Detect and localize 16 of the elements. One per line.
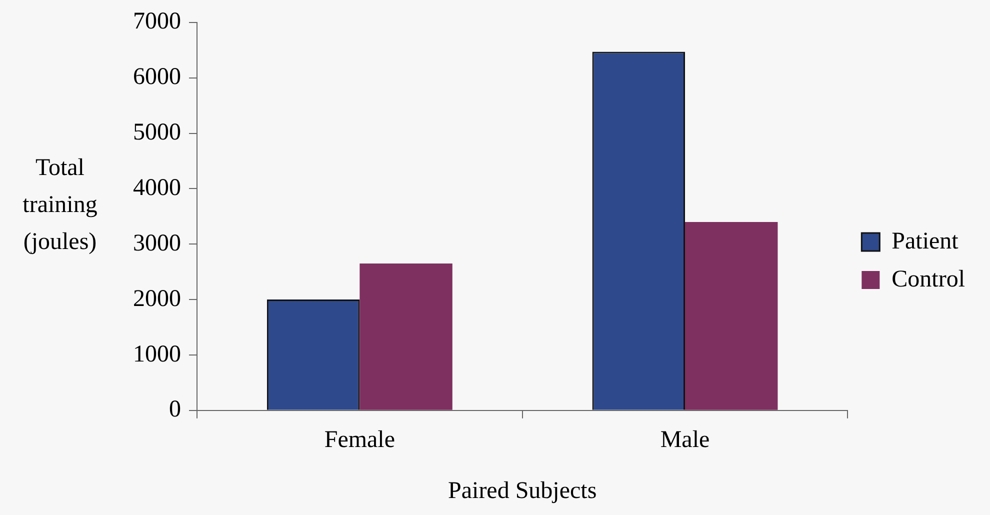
bar: [360, 264, 452, 410]
legend-label: Patient: [892, 228, 959, 254]
y-tick-label: 0: [169, 396, 181, 423]
y-tick-label: 2000: [133, 286, 181, 312]
x-tick-label: Female: [324, 427, 395, 454]
y-tick-label: 4000: [133, 174, 181, 201]
x-tick-label: Male: [660, 427, 710, 454]
y-tick-label: 7000: [133, 8, 181, 35]
y-tick-label: 3000: [133, 230, 181, 256]
x-axis-title: Paired Subjects: [448, 478, 597, 504]
y-tick-label: 1000: [133, 341, 181, 368]
y-tick-label: 5000: [133, 120, 181, 146]
y-axis-title: Total training (joules): [22, 154, 98, 257]
bar: [685, 222, 778, 410]
legend-label: Control: [892, 266, 966, 292]
y-tick-label: 6000: [133, 64, 181, 90]
